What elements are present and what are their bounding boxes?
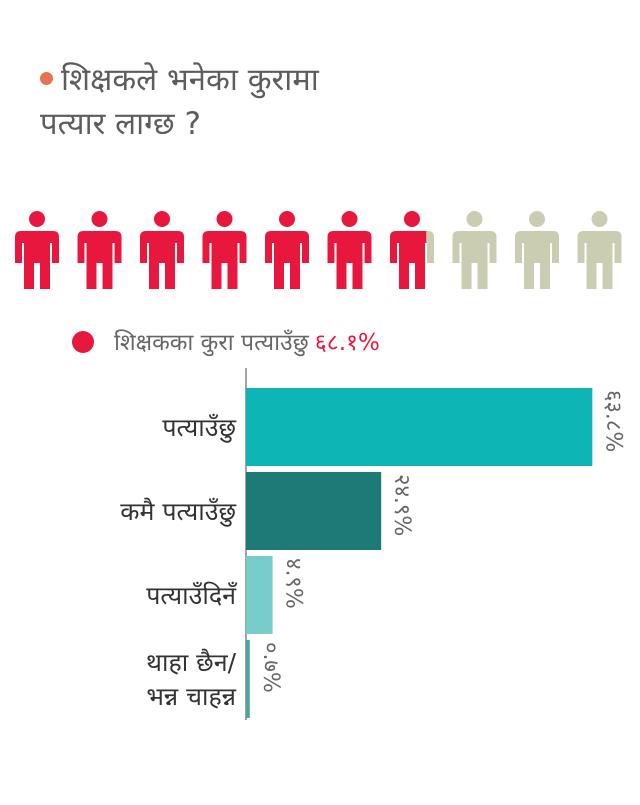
legend: शिक्षकका कुरा पत्याउँछु ६८.१% — [72, 326, 380, 360]
person-icon — [77, 211, 122, 289]
legend-label: शिक्षकका कुरा पत्याउँछु — [114, 330, 309, 356]
people-pictogram — [15, 211, 622, 289]
person-icon — [577, 211, 622, 289]
person-icon — [202, 211, 247, 289]
bar — [246, 472, 382, 550]
legend-dot-icon — [72, 330, 94, 353]
title-bullet-icon — [40, 72, 53, 85]
title-line-2: पत्यार लाग्छ ? — [40, 106, 201, 142]
bar-chart: पत्याउँछु ६३.८% कमै पत्याउँछु २४.९% पत्याउँद… — [120, 368, 625, 720]
bar — [246, 556, 273, 634]
person-icon — [140, 211, 184, 289]
category-label: पत्याउँदिनँ — [146, 581, 238, 610]
value-label: ४.९% — [281, 558, 306, 609]
value-label: २४.९% — [389, 474, 414, 536]
person-icon — [390, 211, 434, 289]
person-icon — [327, 211, 372, 289]
legend-value: ६८.१% — [314, 330, 380, 356]
person-icon — [452, 211, 497, 289]
value-label: ६३.८% — [600, 390, 625, 452]
bar — [246, 388, 593, 466]
person-icon — [265, 211, 309, 289]
bar — [246, 640, 250, 718]
person-icon — [515, 211, 559, 289]
category-label: पत्याउँछु — [162, 413, 236, 443]
title-text-1: शिक्षकले भनेका कुरामा — [61, 62, 319, 98]
value-label: ०.७% — [258, 642, 283, 693]
person-icon — [15, 211, 59, 289]
category-label: थाहा छैन/ — [146, 648, 237, 677]
category-label: कमै पत्याउँछु — [120, 497, 236, 527]
chart-title: शिक्षकले भनेका कुरामा पत्यार लाग्छ ? — [40, 58, 580, 146]
category-label: भन्न चाहन्न — [146, 682, 236, 711]
title-line-1: शिक्षकले भनेका कुरामा — [40, 58, 580, 102]
